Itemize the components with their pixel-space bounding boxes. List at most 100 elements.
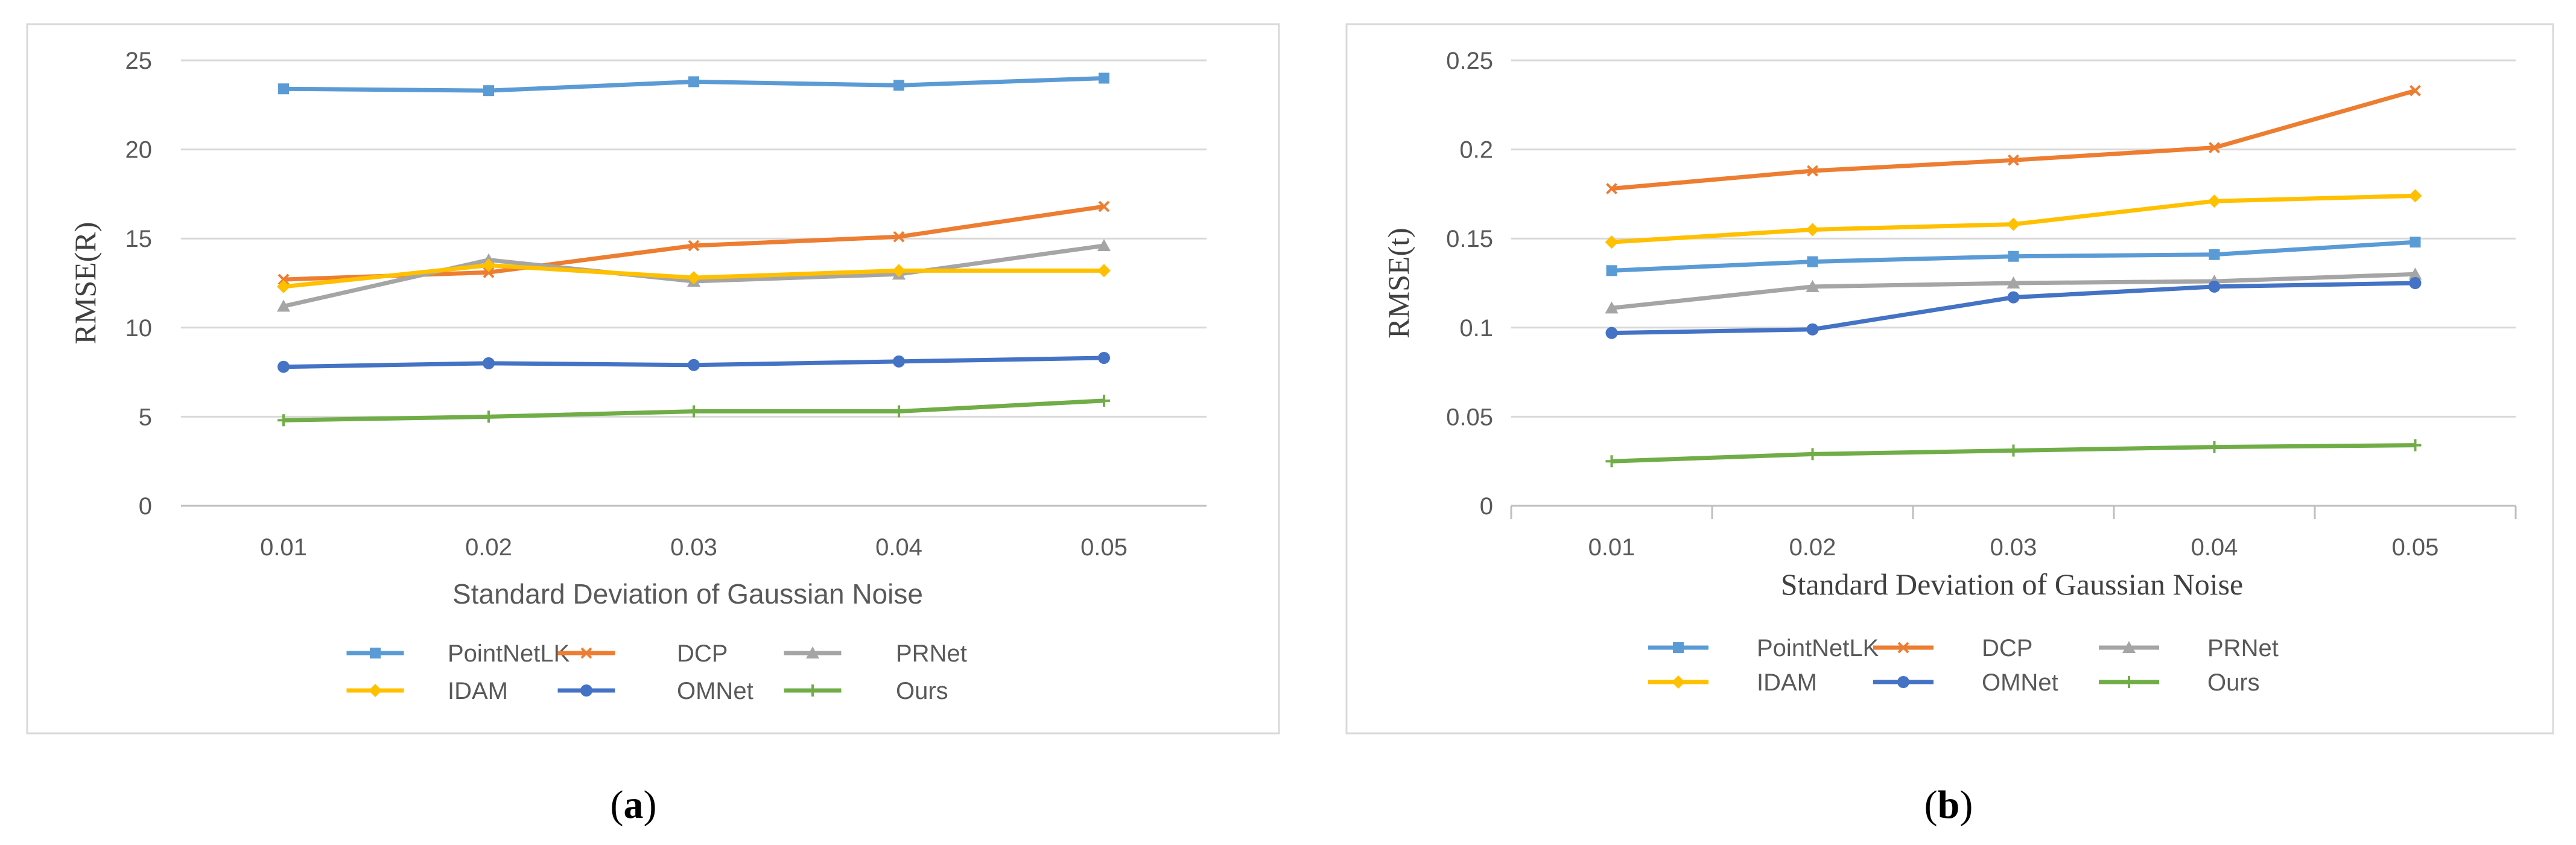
data-point-ours (1098, 394, 1110, 407)
series-pointnetlk (1606, 237, 2421, 276)
data-point-dcp (2209, 142, 2220, 154)
y-tick-label: 10 (125, 315, 153, 342)
y-axis-label: RMSE(t) (1382, 228, 1415, 338)
data-point-idam (687, 271, 700, 285)
legend-item-prnet: PRNet (2099, 635, 2279, 662)
data-point-omnet (1605, 327, 1618, 339)
legend-swatch-marker (370, 648, 381, 658)
data-point-dcp (893, 231, 905, 243)
caption-paren-open: ( (1924, 783, 1938, 827)
panel-caption: (a) (611, 783, 657, 827)
x-tick-label: 0.01 (1588, 534, 1635, 561)
x-axis-label: Standard Deviation of Gaussian Noise (1781, 567, 2244, 601)
legend-label: DCP (1982, 635, 2032, 662)
legend-label: PointNetLK (448, 640, 570, 667)
legend-swatch-marker (1673, 642, 1684, 653)
legend-item-pointnetlk: PointNetLK (346, 640, 570, 667)
legend-label: OMNet (1982, 669, 2058, 696)
data-point-dcp (1807, 165, 1818, 177)
x-tick-label: 0.05 (1080, 534, 1128, 561)
data-point-ours (2007, 444, 2020, 457)
x-tick-label: 0.05 (2392, 534, 2439, 561)
x-tick-label: 0.03 (1990, 534, 2037, 561)
data-point-ours (1605, 455, 1618, 468)
data-point-pointnetlk (688, 76, 699, 88)
data-point-omnet (2007, 291, 2020, 304)
legend-label: OMNet (677, 678, 753, 704)
data-point-pointnetlk (1099, 72, 1109, 84)
y-tick-label: 0.1 (1459, 315, 1493, 342)
legend-label: Ours (896, 678, 948, 704)
legend-item-pointnetlk: PointNetLK (1648, 635, 1879, 662)
series-group (277, 72, 1111, 427)
y-tick-label: 0.25 (1446, 48, 1493, 74)
legend-item-idam: IDAM (1648, 669, 1817, 696)
legend-swatch-marker (1897, 642, 1909, 654)
caption-letter: b (1938, 783, 1960, 827)
data-point-prnet (277, 299, 290, 312)
data-point-dcp (1098, 200, 1110, 212)
data-point-pointnetlk (278, 83, 289, 95)
data-point-dcp (1606, 183, 1617, 194)
data-point-pointnetlk (1606, 265, 1617, 276)
data-point-omnet (1806, 323, 1819, 336)
y-axis-label: RMSE(R) (68, 222, 102, 345)
panel-caption: (b) (1924, 783, 1973, 827)
series-pointnetlk (278, 72, 1109, 97)
data-point-pointnetlk (2409, 237, 2421, 248)
data-point-idam (277, 279, 290, 293)
data-point-ours (688, 405, 700, 418)
legend-item-ours: Ours (2099, 669, 2260, 696)
data-point-ours (2409, 439, 2422, 451)
y-axis: 0 0.05 0.1 0.15 0.2 0.25 (1446, 48, 2516, 520)
y-axis: 0 5 10 15 20 25 (125, 48, 1207, 520)
chart-panel-a: 0 5 10 15 20 25 0.01 0.02 0.03 0.04 0.05 RMSE(R) Sta… (26, 23, 1280, 827)
data-point-idam (1806, 223, 1819, 237)
legend-swatch-marker (806, 646, 819, 658)
data-point-omnet (483, 357, 495, 369)
legend-swatch-marker (580, 647, 592, 659)
caption-paren-open: ( (611, 783, 624, 827)
data-point-omnet (278, 360, 290, 373)
chart-frame (26, 23, 1280, 735)
data-point-pointnetlk (2209, 249, 2220, 260)
legend-swatch-marker (2123, 676, 2135, 688)
legend-label: Ours (2207, 669, 2260, 696)
legend-label: IDAM (1757, 669, 1817, 696)
series-group (1605, 84, 2422, 468)
data-point-idam (1605, 235, 1619, 249)
data-point-pointnetlk (2008, 250, 2019, 262)
data-point-dcp (2008, 154, 2019, 166)
data-point-ours (893, 405, 905, 418)
legend-item-dcp: DCP (1873, 635, 2032, 662)
y-tick-label: 0 (139, 493, 152, 520)
legend-swatch-marker (1672, 675, 1685, 689)
caption-paren-close: ) (644, 783, 657, 827)
y-tick-label: 15 (125, 226, 153, 252)
caption-paren-close: ) (1959, 783, 1973, 827)
legend-label: IDAM (448, 678, 508, 704)
legend-swatch-marker (580, 684, 592, 697)
legend-label: PointNetLK (1757, 635, 1879, 662)
legend-item-ours: Ours (784, 678, 948, 704)
series-ours (1605, 439, 2422, 468)
legend: PointNetLK DCP PRNet IDAM OMNet Ours (1648, 635, 2279, 696)
data-point-omnet (1098, 351, 1110, 364)
legend-item-prnet: PRNet (784, 640, 967, 667)
series-ours (278, 394, 1110, 427)
legend-swatch-marker (2122, 641, 2136, 653)
chart-panel-b: 0 0.05 0.1 0.15 0.2 0.25 0.01 0.02 0.03 0.04 0.05 R… (1345, 23, 2554, 827)
y-tick-label: 5 (139, 404, 152, 430)
data-point-idam (1097, 264, 1111, 278)
data-point-idam (2207, 194, 2221, 208)
x-axis: 0.01 0.02 0.03 0.04 0.05 (1510, 506, 2517, 561)
data-point-pointnetlk (893, 80, 904, 91)
x-tick-label: 0.03 (670, 534, 717, 561)
legend-label: DCP (677, 640, 728, 667)
data-point-omnet (893, 355, 905, 368)
series-idam (1605, 189, 2422, 249)
x-axis-label: Standard Deviation of Gaussian Noise (452, 578, 923, 610)
x-tick-label: 0.01 (260, 534, 307, 561)
data-point-idam (2408, 189, 2422, 203)
